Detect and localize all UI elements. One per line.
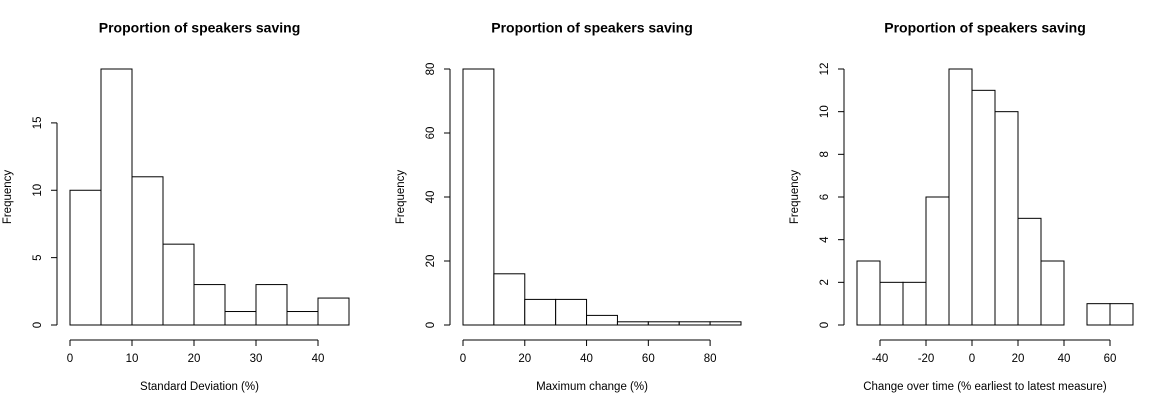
chart-title: Proportion of speakers saving — [99, 20, 301, 36]
bar — [1017, 217, 1042, 326]
y-axis-label: Frequency — [395, 170, 407, 225]
y-tick-label: 10 — [819, 105, 831, 118]
bar — [586, 314, 618, 326]
y-tick-label: 10 — [32, 184, 44, 197]
y-tick-label: 5 — [32, 254, 44, 260]
x-tick-label: 20 — [518, 353, 531, 365]
bar — [224, 311, 257, 326]
bar — [193, 284, 226, 326]
bar — [616, 321, 649, 326]
y-tick-label: 0 — [425, 322, 437, 328]
bar — [1086, 303, 1111, 326]
bar — [971, 89, 996, 326]
bar — [162, 243, 195, 326]
bar — [100, 68, 133, 326]
y-tick-label: 8 — [819, 151, 831, 157]
y-tick-label: 0 — [32, 322, 44, 328]
bar — [948, 68, 973, 326]
bar — [555, 298, 588, 326]
x-tick-label: 40 — [580, 353, 593, 365]
bar — [994, 111, 1019, 326]
y-tick-label: 40 — [425, 191, 437, 204]
x-tick-label: 0 — [969, 353, 975, 365]
x-tick-label: -20 — [918, 353, 935, 365]
x-axis-label: Maximum change (%) — [536, 381, 648, 393]
y-tick-label: 12 — [819, 63, 831, 76]
y-tick-label: 2 — [819, 279, 831, 285]
bar — [493, 273, 526, 326]
bar — [524, 298, 557, 326]
chart-title: Proportion of speakers saving — [884, 20, 1086, 36]
bar — [709, 321, 742, 326]
bar — [902, 281, 927, 326]
bar — [462, 68, 495, 326]
x-axis-label: Standard Deviation (%) — [140, 381, 259, 393]
y-axis-label: Frequency — [2, 170, 14, 225]
bar — [255, 284, 288, 326]
chart-title: Proportion of speakers saving — [491, 20, 693, 36]
x-tick-label: 60 — [642, 353, 655, 365]
bar — [647, 321, 680, 326]
bar — [879, 281, 904, 326]
x-tick-label: 60 — [1104, 353, 1117, 365]
y-tick-label: 60 — [425, 127, 437, 140]
y-axis-label: Frequency — [789, 170, 801, 225]
x-tick-label: 40 — [1058, 353, 1071, 365]
x-tick-label: 20 — [1012, 353, 1025, 365]
bar — [69, 189, 102, 326]
bar — [1040, 260, 1065, 326]
x-tick-label: 20 — [188, 353, 201, 365]
y-tick-label: 0 — [819, 322, 831, 328]
bar — [925, 196, 950, 326]
bar — [131, 176, 164, 326]
x-axis-label: Change over time (% earliest to latest m… — [863, 381, 1107, 393]
x-tick-label: 0 — [67, 353, 73, 365]
y-tick-label: 80 — [425, 63, 437, 76]
bar — [678, 321, 711, 326]
x-tick-label: 80 — [704, 353, 717, 365]
bar — [286, 311, 319, 326]
x-tick-label: 40 — [312, 353, 325, 365]
y-tick-label: 6 — [819, 194, 831, 200]
x-tick-label: 30 — [250, 353, 263, 365]
y-tick-label: 20 — [425, 255, 437, 268]
x-tick-label: -40 — [872, 353, 889, 365]
x-tick-label: 10 — [126, 353, 139, 365]
x-tick-label: 0 — [460, 353, 466, 365]
bar — [856, 260, 881, 326]
bar — [1109, 303, 1134, 326]
bar — [317, 297, 350, 326]
y-tick-label: 15 — [32, 116, 44, 129]
y-tick-label: 4 — [819, 236, 831, 243]
